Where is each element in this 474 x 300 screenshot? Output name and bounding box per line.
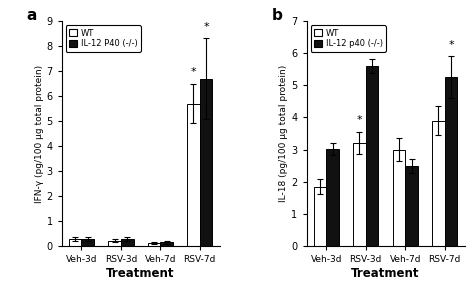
Bar — [160, 242, 173, 246]
X-axis label: Treatment: Treatment — [106, 267, 175, 280]
Text: b: b — [272, 8, 283, 22]
Legend: WT, IL-12 p40 (-/-): WT, IL-12 p40 (-/-) — [310, 25, 386, 52]
Bar — [82, 239, 94, 246]
Bar — [326, 149, 339, 246]
Text: **: ** — [366, 42, 378, 52]
Bar — [445, 77, 457, 246]
Y-axis label: IFN-γ (pg/100 µg total protein): IFN-γ (pg/100 µg total protein) — [35, 64, 44, 203]
Text: *: * — [448, 40, 454, 50]
Bar — [148, 243, 160, 246]
Legend: WT, IL-12 P40 (-/-): WT, IL-12 P40 (-/-) — [66, 25, 141, 52]
Y-axis label: IL-18 (pg/100 µg total protein): IL-18 (pg/100 µg total protein) — [280, 65, 289, 202]
Bar — [432, 121, 445, 246]
Text: a: a — [27, 8, 37, 22]
X-axis label: Treatment: Treatment — [351, 267, 420, 280]
Text: *: * — [356, 115, 362, 125]
Bar — [314, 187, 326, 246]
Bar — [392, 150, 405, 246]
Bar — [69, 239, 82, 246]
Text: *: * — [191, 67, 196, 77]
Text: *: * — [203, 22, 209, 32]
Bar — [353, 143, 366, 246]
Bar — [200, 79, 212, 246]
Bar — [121, 239, 134, 246]
Bar — [405, 166, 418, 246]
Bar — [108, 241, 121, 246]
Bar — [187, 103, 200, 246]
Bar — [366, 66, 378, 246]
